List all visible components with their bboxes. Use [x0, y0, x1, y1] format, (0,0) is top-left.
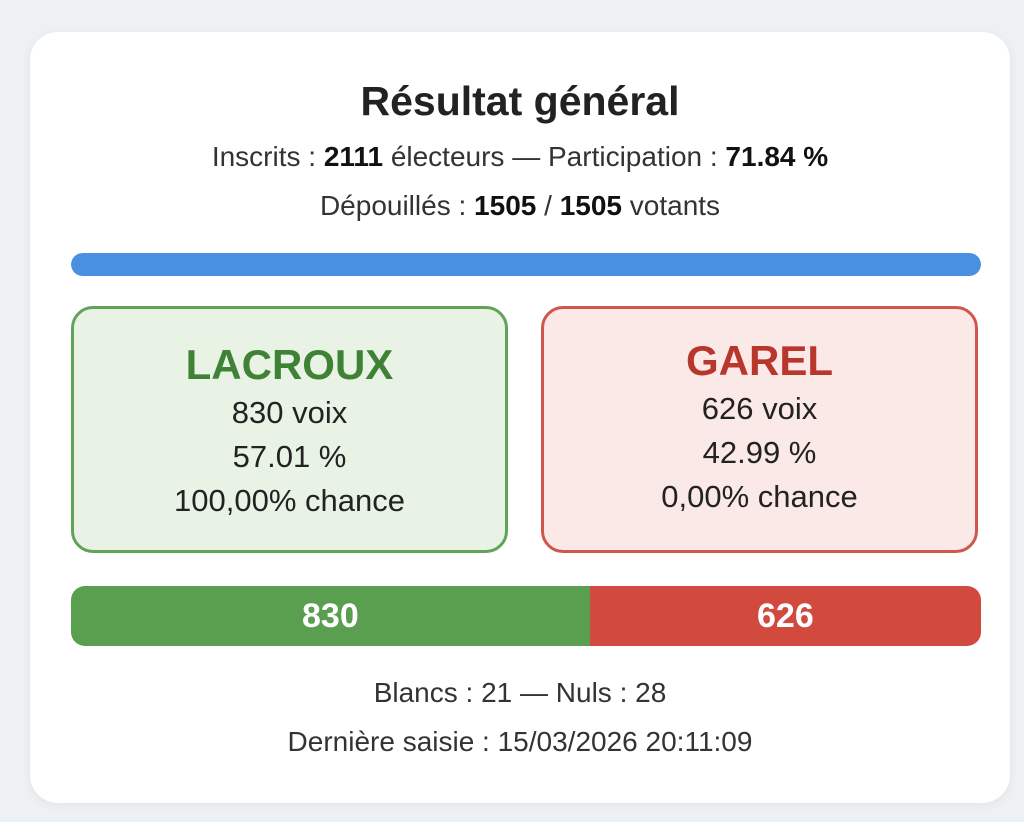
candidate-votes: 626 voix: [701, 391, 818, 426]
counted-done: 1505: [474, 190, 537, 221]
registered-line: Inscrits : 2111 électeurs — Participatio…: [30, 139, 1010, 175]
last-entry-line: Dernière saisie : 15/03/2026 20:11:09: [287, 726, 753, 757]
blank-null-line: Blancs : 21 — Nuls : 28: [373, 677, 667, 708]
candidate-card-garel: GAREL 626 voix 42.99 % 0,00% chance: [541, 306, 978, 553]
candidate-name: LACROUX: [185, 341, 394, 388]
candidate-chance: 100,00% chance: [174, 483, 405, 518]
candidate-percent: 57.01 %: [232, 439, 347, 474]
votes-segment-garel: 626: [589, 586, 981, 646]
registered-label: Inscrits :: [211, 141, 317, 172]
counted-total: 1505: [559, 190, 622, 221]
separator: —: [512, 141, 541, 172]
votes-split-bar: 830 626: [71, 586, 981, 646]
counted-slash: /: [544, 190, 552, 221]
counting-progress-bar: [71, 253, 981, 276]
counted-label: Dépouillés :: [319, 190, 467, 221]
results-card: Résultat général Inscrits : 2111 électeu…: [30, 32, 1010, 803]
counted-line: Dépouillés : 1505 / 1505 votants: [30, 188, 1010, 224]
candidate-chance: 0,00% chance: [661, 479, 858, 514]
counting-progress-fill: [71, 253, 981, 276]
participation-label: Participation :: [548, 141, 718, 172]
candidate-percent: 42.99 %: [702, 435, 817, 470]
candidate-name: GAREL: [686, 337, 833, 384]
participation-value: 71.84 %: [725, 141, 829, 172]
candidate-votes: 830 voix: [231, 395, 348, 430]
counted-unit: votants: [629, 190, 721, 221]
candidate-card-lacroux: LACROUX 830 voix 57.01 % 100,00% chance: [71, 306, 508, 553]
page-title: Résultat général: [360, 78, 680, 124]
registered-count: 2111: [323, 141, 384, 172]
votes-segment-lacroux: 830: [71, 586, 590, 646]
registered-unit: électeurs: [390, 141, 505, 172]
